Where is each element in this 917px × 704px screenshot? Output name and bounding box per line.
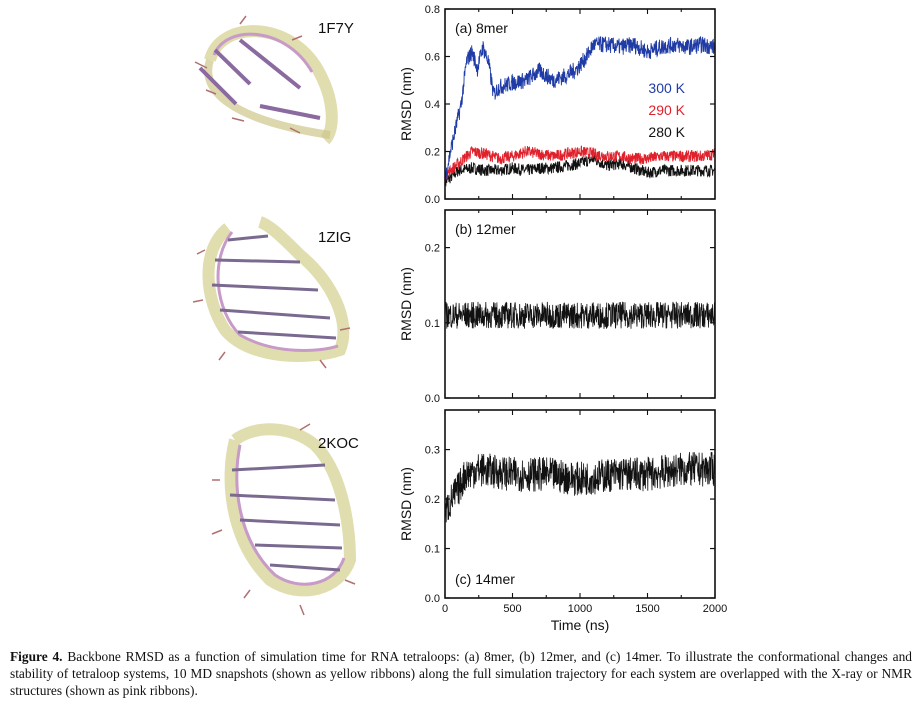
panel-label: (c) 14mer [455, 571, 515, 587]
chart-panel-8mer: 0.0 0.2 0.4 0.6 0.8 RMSD (nm) (a) 8mer 300 K 290… [398, 4, 716, 206]
y-tick-label: 0.1 [425, 318, 440, 330]
figure-4: 1F7Y 1ZIG 2KOC 0.0 0.2 0.4 0.6 0.8 RMSD (nm) (… [192, 4, 727, 633]
structure-1zig-image [192, 216, 351, 369]
figure-caption: Figure 4. Backbone RMSD as a function of… [10, 648, 912, 699]
y-tick-label: 0.0 [425, 593, 440, 605]
x-tick-label: 0 [442, 603, 448, 615]
panel-label: (b) 12mer [455, 221, 516, 237]
chart-panel-14mer: 0.0 0.1 0.2 0.3 0 500 1000 1500 2000 Time (ns) RMS… [398, 409, 727, 633]
structure-1f7y: 1F7Y [194, 15, 354, 145]
y-axis-label: RMSD (nm) [398, 267, 414, 341]
x-axis-label: Time (ns) [551, 617, 610, 633]
series-line-3 [445, 153, 715, 189]
y-tick-label: 0.1 [425, 544, 440, 556]
x-tick-label: 1500 [635, 603, 659, 615]
y-tick-label: 0.2 [425, 243, 440, 255]
y-tick-label: 0.0 [425, 194, 440, 206]
series-line-1 [445, 35, 715, 180]
structure-2koc-image [211, 423, 357, 616]
y-axis-label: RMSD (nm) [398, 67, 414, 141]
caption-label: Figure 4. [10, 649, 63, 664]
structure-1zig: 1ZIG [192, 216, 351, 369]
structure-label-1zig: 1ZIG [318, 229, 351, 246]
y-tick-label: 0.2 [425, 147, 440, 159]
structure-label-2koc: 2KOC [318, 435, 359, 452]
structure-1f7y-image [194, 15, 338, 145]
x-tick-label: 2000 [703, 603, 727, 615]
panel-label: (a) 8mer [455, 20, 508, 36]
plot-frame [444, 409, 716, 599]
x-tick-label: 500 [503, 603, 521, 615]
legend-entry: 290 K [648, 102, 685, 118]
y-tick-label: 0.6 [425, 52, 440, 64]
y-axis-label: RMSD (nm) [398, 467, 414, 541]
structure-label-1f7y: 1F7Y [318, 20, 354, 37]
y-tick-label: 0.0 [425, 393, 440, 405]
legend-entry: 280 K [648, 124, 685, 140]
y-tick-label: 0.8 [425, 4, 440, 16]
chart-panel-12mer: 0.0 0.1 0.2 RMSD (nm) (b) 12mer [398, 209, 716, 405]
structure-2koc: 2KOC [211, 423, 359, 616]
caption-text: Backbone RMSD as a function of simulatio… [10, 649, 913, 698]
series-line-1 [445, 301, 715, 329]
y-tick-label: 0.2 [425, 494, 440, 506]
legend-entry: 300 K [648, 80, 685, 96]
x-tick-label: 1000 [568, 603, 592, 615]
series-line-1 [445, 452, 715, 523]
y-tick-label: 0.4 [425, 99, 440, 111]
y-tick-label: 0.3 [425, 445, 440, 457]
series-line-2 [445, 145, 715, 181]
